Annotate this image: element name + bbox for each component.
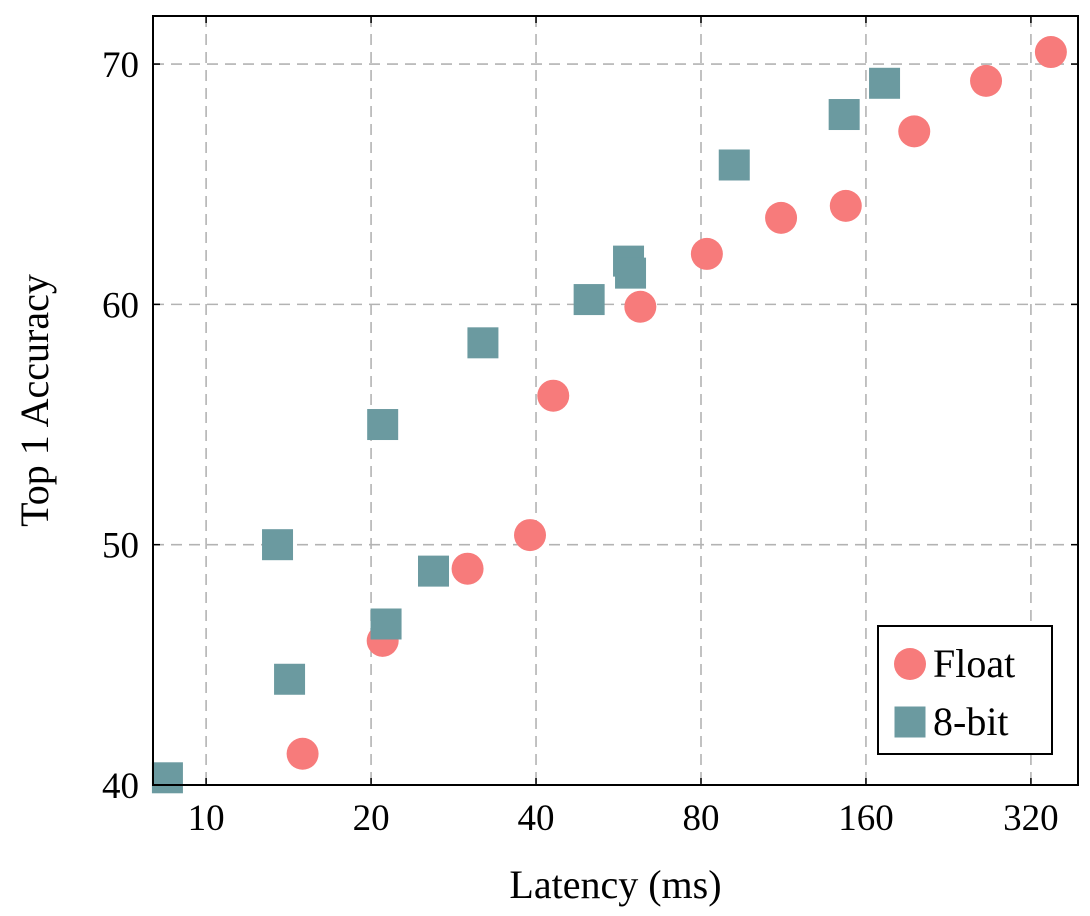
data-point-circle [451,552,484,585]
data-point-circle [690,237,723,270]
legend-entries: Float 8-bit [894,641,1015,744]
data-point-circle [514,519,547,552]
legend-item: Float [894,641,1015,686]
data-point-square [367,409,399,441]
legend-item: 8-bit [894,699,1009,744]
legend-label: 8-bit [933,699,1009,744]
data-point-circle [970,64,1003,97]
data-point-square [828,99,860,131]
series-circle [286,36,1067,770]
data-point-circle [829,189,862,222]
data-point-square [370,608,402,640]
data-point-square [615,257,647,289]
axis-ticks [153,16,1078,786]
y-tick-label: 50 [102,526,139,567]
data-point-square [467,327,499,359]
x-tick-label: 80 [682,798,719,839]
x-tick-label: 320 [1003,798,1059,839]
data-point-square [151,762,183,794]
y-tick-label: 40 [102,766,139,807]
data-point-square [418,555,450,587]
legend-marker [894,648,926,680]
x-tick-label: 160 [838,798,894,839]
data-point-square [274,663,306,695]
legend: Float 8-bit [877,625,1053,755]
x-axis-title: Latency (ms) [509,862,721,907]
data-point-circle [765,201,798,234]
data-point-square [718,149,750,181]
data-point-circle [1034,36,1067,69]
x-tick-label: 40 [518,798,555,839]
plot-frame [152,15,1079,786]
y-tick-label: 70 [102,45,139,86]
x-tick-label: 10 [188,798,225,839]
data-point-circle [898,115,931,148]
x-tick-label: 20 [353,798,390,839]
series-square [151,67,901,794]
legend-label: Float [933,641,1015,686]
data-point-circle [537,379,570,412]
y-tick-label: 60 [102,285,139,326]
tick-labels: 10 20 40 80 160 320 40 50 60 70 [102,45,1059,839]
data-points [151,36,1067,794]
legend-marker [894,706,926,738]
data-point-square [869,67,901,99]
data-point-circle [286,737,319,770]
data-point-square [573,284,605,316]
data-point-circle [624,290,657,323]
data-point-square [262,529,294,561]
y-axis-title: Top 1 Accuracy [12,274,57,527]
